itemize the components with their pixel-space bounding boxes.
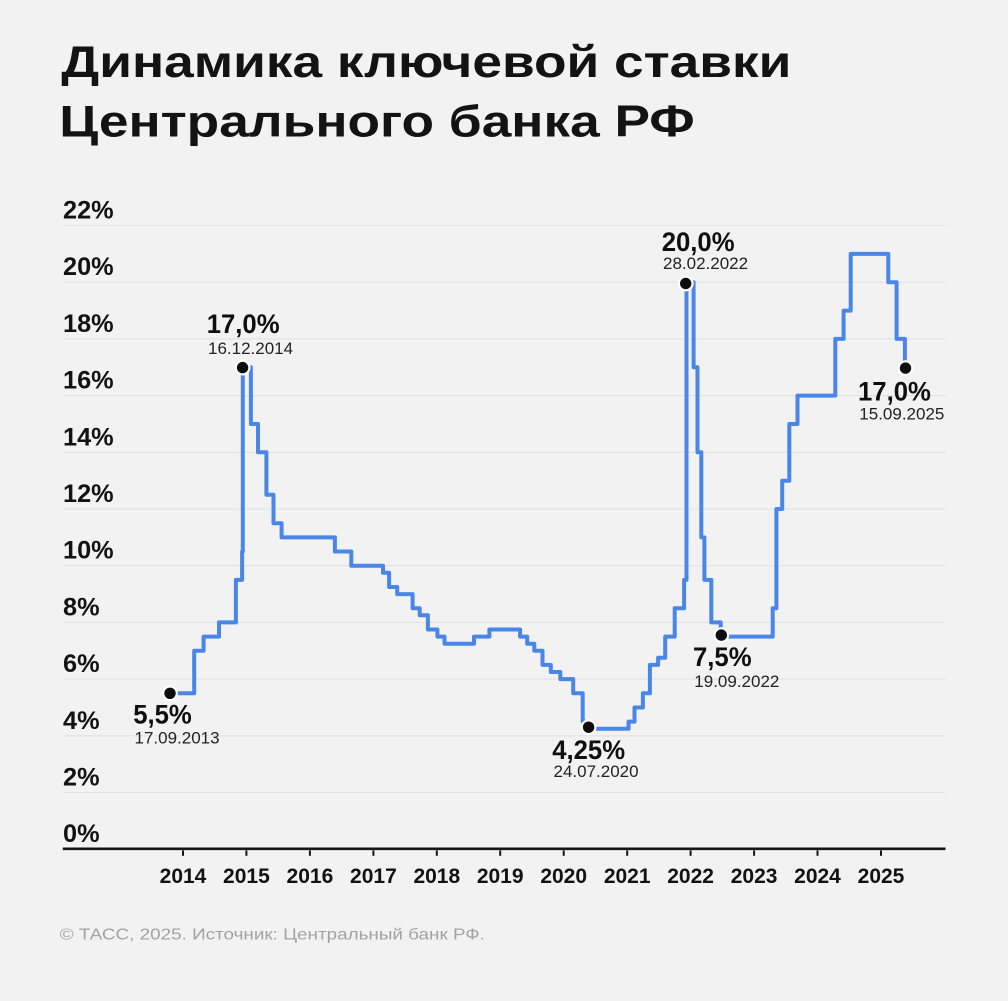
svg-text:0%: 0% <box>63 820 100 848</box>
svg-text:4,25%: 4,25% <box>552 735 625 765</box>
svg-text:7,5%: 7,5% <box>693 642 752 672</box>
svg-text:2017: 2017 <box>350 865 397 888</box>
svg-text:2020: 2020 <box>540 865 587 888</box>
svg-text:2023: 2023 <box>731 865 778 888</box>
svg-text:16.12.2014: 16.12.2014 <box>208 339 293 358</box>
svg-text:5,5%: 5,5% <box>133 699 192 729</box>
svg-text:2018: 2018 <box>413 865 460 888</box>
svg-text:20%: 20% <box>63 253 114 281</box>
svg-text:2019: 2019 <box>477 865 524 888</box>
svg-text:2016: 2016 <box>287 865 334 888</box>
svg-text:12%: 12% <box>63 480 114 508</box>
svg-text:2022: 2022 <box>667 865 714 888</box>
svg-text:16%: 16% <box>63 367 114 395</box>
svg-text:2014: 2014 <box>160 865 207 888</box>
svg-text:Центрального банка РФ: Центрального банка РФ <box>59 98 694 147</box>
svg-text:2%: 2% <box>63 764 100 792</box>
svg-text:2021: 2021 <box>604 865 651 888</box>
svg-text:15.09.2025: 15.09.2025 <box>859 405 944 424</box>
svg-text:22%: 22% <box>63 197 114 225</box>
svg-text:20,0%: 20,0% <box>662 227 735 257</box>
svg-text:18%: 18% <box>63 310 114 338</box>
svg-text:© ТАСС, 2025. Источник: Центра: © ТАСС, 2025. Источник: Центральный банк… <box>60 925 485 943</box>
svg-text:14%: 14% <box>63 423 114 451</box>
svg-text:19.09.2022: 19.09.2022 <box>694 672 779 691</box>
svg-text:10%: 10% <box>63 537 114 565</box>
svg-text:4%: 4% <box>63 707 100 735</box>
svg-text:17.09.2013: 17.09.2013 <box>135 729 220 748</box>
svg-text:17,0%: 17,0% <box>207 308 280 338</box>
svg-text:17,0%: 17,0% <box>858 376 931 406</box>
svg-text:2025: 2025 <box>858 865 905 888</box>
svg-text:24.07.2020: 24.07.2020 <box>554 762 639 781</box>
svg-text:2015: 2015 <box>223 865 270 888</box>
svg-text:8%: 8% <box>63 593 100 621</box>
svg-text:Динамика ключевой ставки: Динамика ключевой ставки <box>61 38 791 87</box>
svg-text:28.02.2022: 28.02.2022 <box>663 254 748 273</box>
svg-text:2024: 2024 <box>794 865 841 888</box>
svg-text:6%: 6% <box>63 650 100 678</box>
